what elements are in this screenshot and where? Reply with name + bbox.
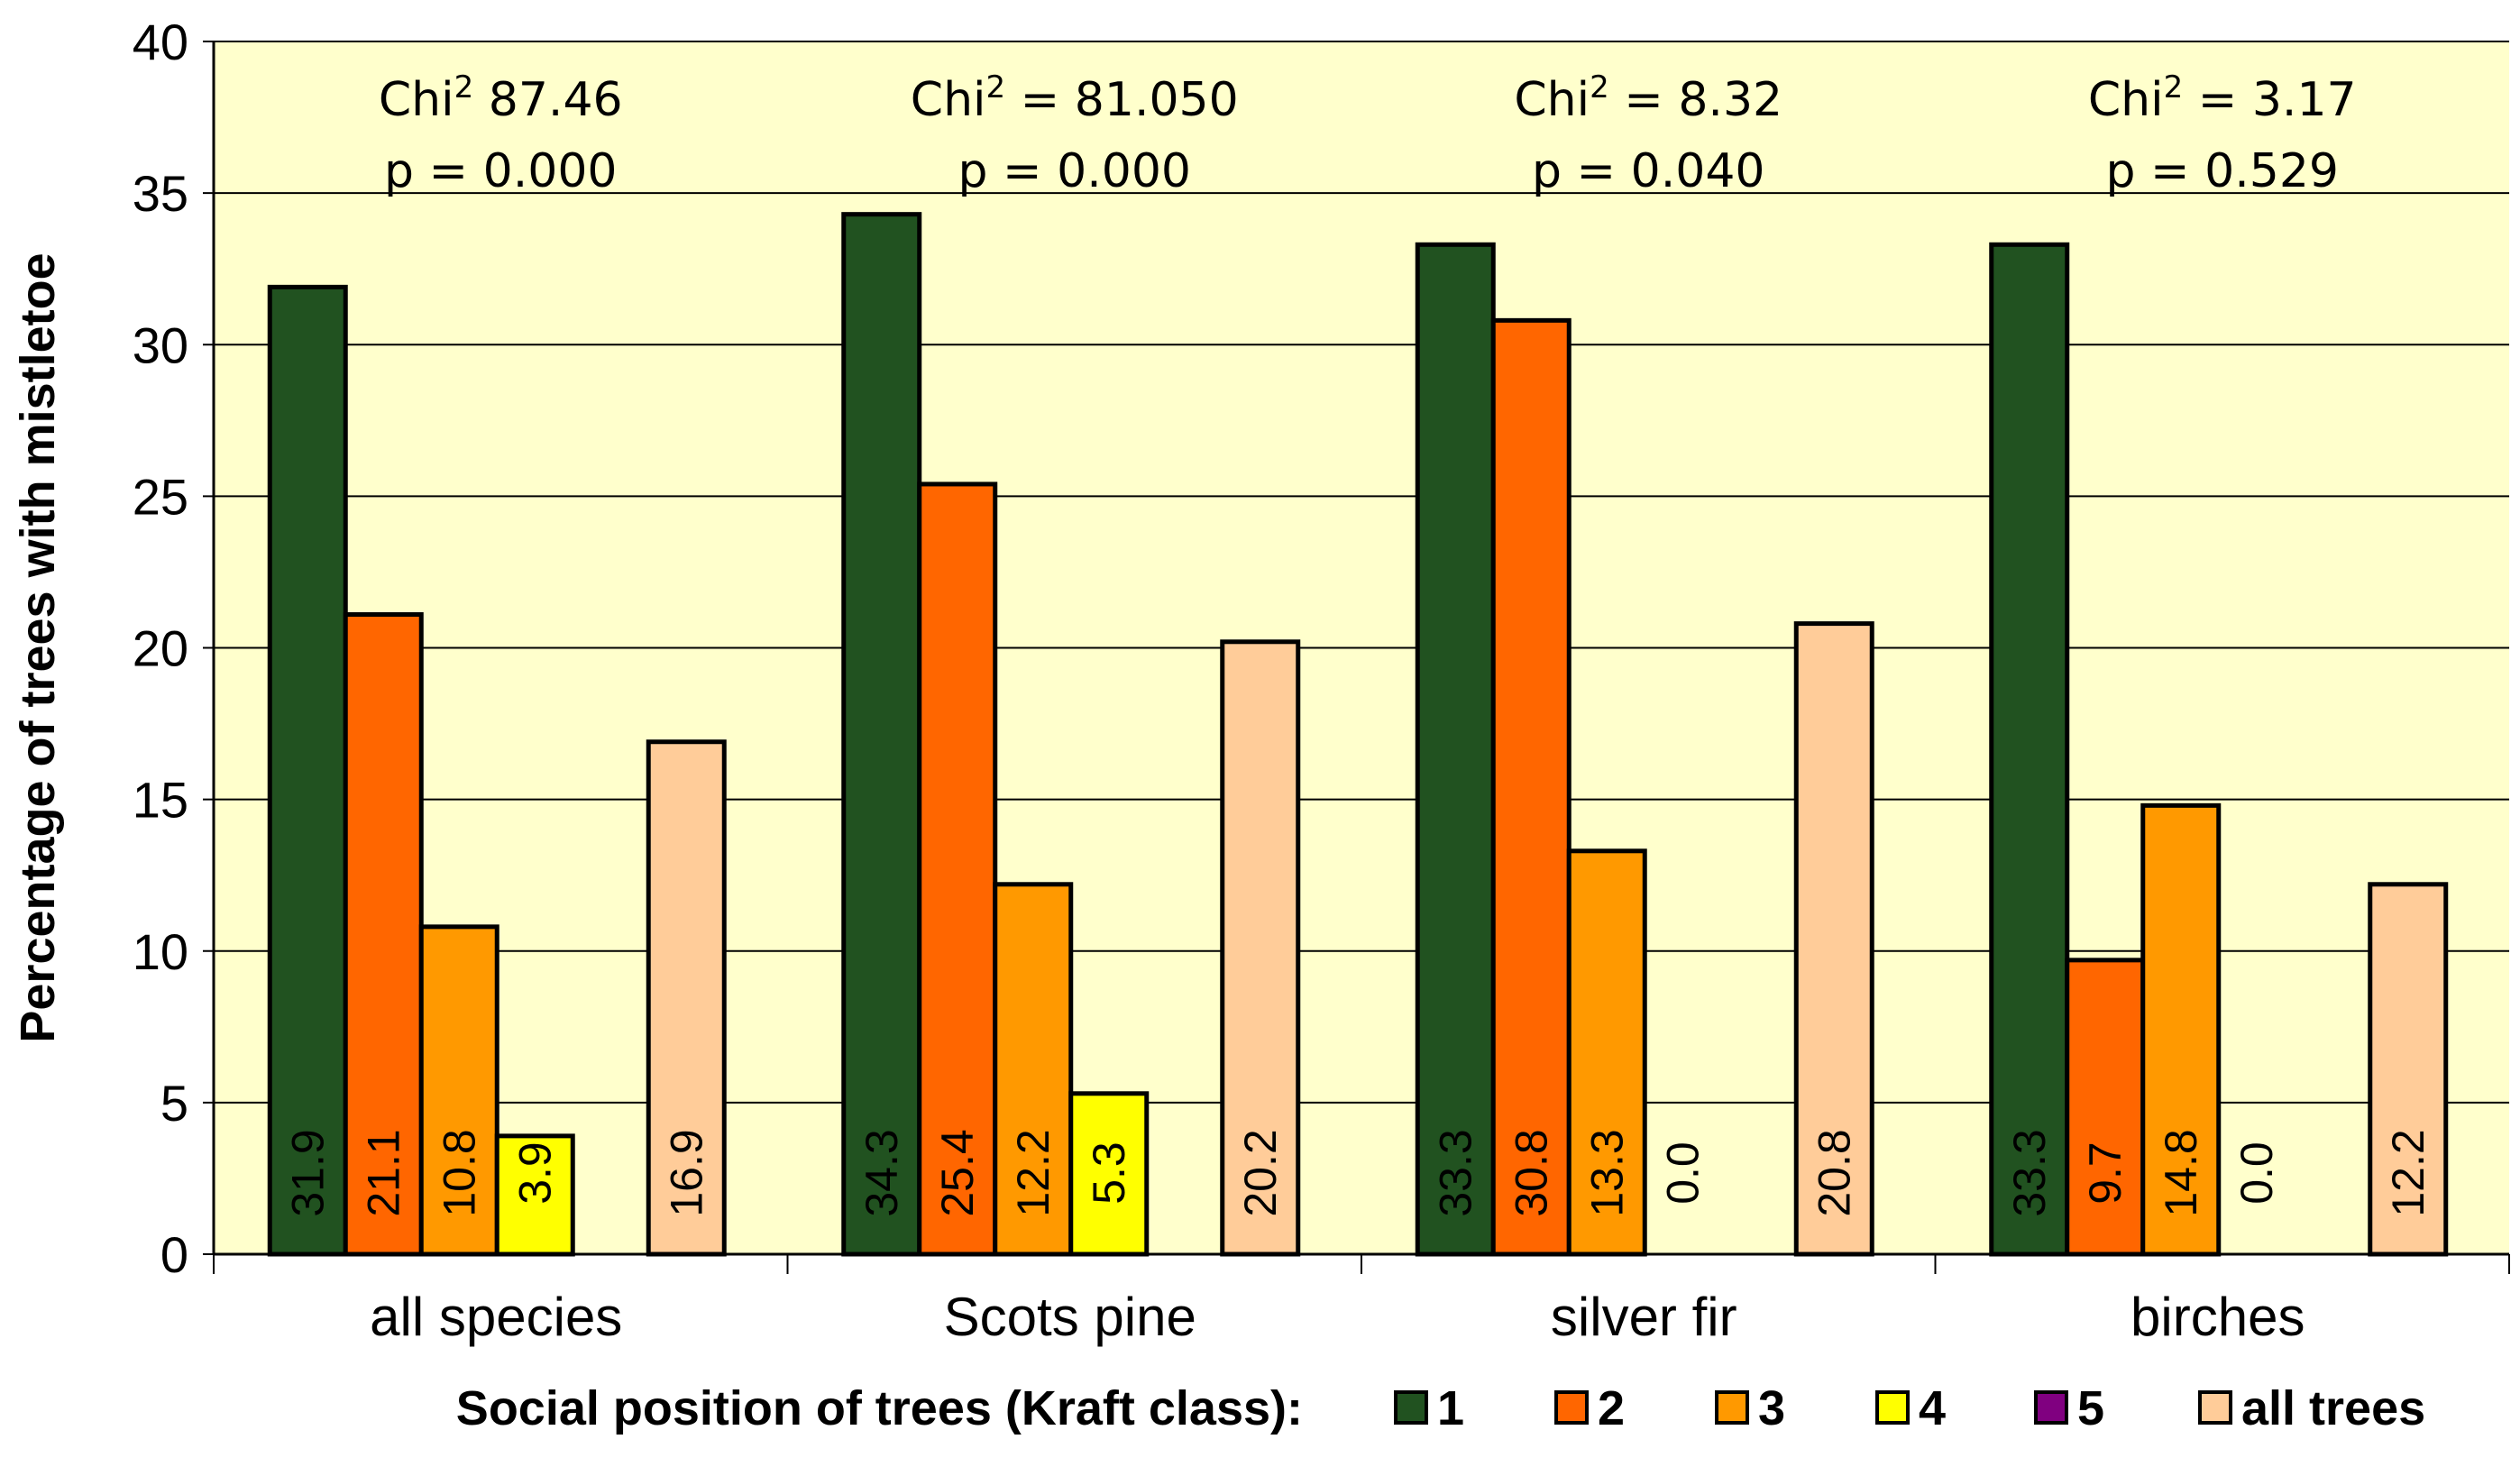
p-value-annotation: p = 0.000: [384, 144, 618, 198]
bar-2-1: [917, 481, 998, 1257]
data-label: 3.9: [509, 1141, 560, 1205]
data-label: 33.3: [1430, 1129, 1480, 1216]
p-value-annotation: p = 0.529: [2105, 144, 2339, 198]
chi-square-annotation: Chi2 = 81.050: [911, 69, 1239, 127]
data-label: 34.3: [857, 1129, 907, 1216]
y-tick-label: 30: [133, 316, 188, 373]
data-label: 14.8: [2156, 1129, 2206, 1216]
data-label: 0.0: [2231, 1141, 2282, 1205]
y-tick-label: 15: [133, 772, 188, 829]
data-label: 31.9: [282, 1129, 333, 1216]
data-label: 30.8: [1506, 1129, 1556, 1216]
bar-1-0: [267, 284, 348, 1257]
y-tick-label: 25: [133, 468, 188, 525]
data-label: 20.2: [1235, 1129, 1286, 1216]
chi-square-annotation: Chi2 87.46: [379, 69, 623, 127]
data-label: 9.7: [2080, 1141, 2131, 1205]
data-label: 16.9: [661, 1129, 711, 1216]
data-label: 25.4: [932, 1129, 983, 1216]
data-label: 12.2: [1008, 1129, 1058, 1216]
legend-swatch-5: [2034, 1390, 2068, 1425]
bar-3-2: [1566, 848, 1647, 1257]
y-tick-label: 5: [160, 1075, 188, 1132]
bar-all-trees-1: [1220, 639, 1301, 1257]
bar-1-1: [841, 212, 922, 1257]
data-label: 12.2: [2383, 1129, 2433, 1216]
legend-label: all trees: [2241, 1381, 2425, 1435]
bar-3-0: [418, 924, 499, 1257]
legend-swatch-1: [1394, 1390, 1428, 1425]
legend-swatch-3: [1715, 1390, 1749, 1425]
bar-3-3: [2140, 802, 2222, 1257]
legend-label: 3: [1758, 1381, 1785, 1435]
p-value-annotation: p = 0.040: [1532, 144, 1765, 198]
y-axis-label: Percentage of trees with mistletoe: [11, 252, 65, 1042]
data-label: 0.0: [1657, 1141, 1708, 1205]
bar-all-trees-0: [646, 739, 727, 1257]
bar-3-1: [993, 882, 1074, 1257]
legend-label: 2: [1598, 1381, 1625, 1435]
category-label: Scots pine: [944, 1287, 1196, 1347]
data-label: 13.3: [1581, 1129, 1632, 1216]
legend-label: 4: [1919, 1381, 1946, 1435]
bar-4-0: [494, 1133, 575, 1257]
y-tick-label: 10: [133, 923, 188, 980]
legend-swatch-4: [1875, 1390, 1910, 1425]
bar-1-2: [1415, 242, 1496, 1257]
legend-label: 1: [1437, 1381, 1464, 1435]
y-tick-label: 40: [133, 14, 188, 70]
legend-swatch-all-trees: [2198, 1390, 2232, 1425]
y-tick-label: 35: [133, 165, 188, 222]
bar-2-2: [1490, 317, 1572, 1257]
category-label: silver fir: [1551, 1287, 1737, 1347]
bar-2-3: [2065, 958, 2146, 1257]
bar-all-trees-2: [1793, 621, 1874, 1257]
legend-title: Social position of trees (Kraft class):: [456, 1381, 1303, 1435]
legend-label: 5: [2077, 1381, 2104, 1435]
y-tick-label: 20: [133, 620, 188, 677]
category-label: birches: [2131, 1287, 2305, 1347]
category-label: all species: [370, 1287, 622, 1347]
data-label: 33.3: [2004, 1129, 2055, 1216]
chi-square-annotation: Chi2 = 8.32: [1514, 69, 1782, 127]
p-value-annotation: p = 0.000: [958, 144, 1191, 198]
chi-square-annotation: Chi2 = 3.17: [2088, 69, 2357, 127]
data-label: 21.1: [358, 1129, 408, 1216]
data-label: 20.8: [1809, 1129, 1859, 1216]
data-label: 5.3: [1084, 1141, 1134, 1205]
bar-4-1: [1068, 1091, 1150, 1257]
data-label: 10.8: [434, 1129, 484, 1216]
legend-swatch-2: [1554, 1390, 1589, 1425]
bar-1-3: [1989, 242, 2070, 1257]
y-tick-label: 0: [160, 1226, 188, 1283]
bar-all-trees-3: [2368, 882, 2449, 1257]
